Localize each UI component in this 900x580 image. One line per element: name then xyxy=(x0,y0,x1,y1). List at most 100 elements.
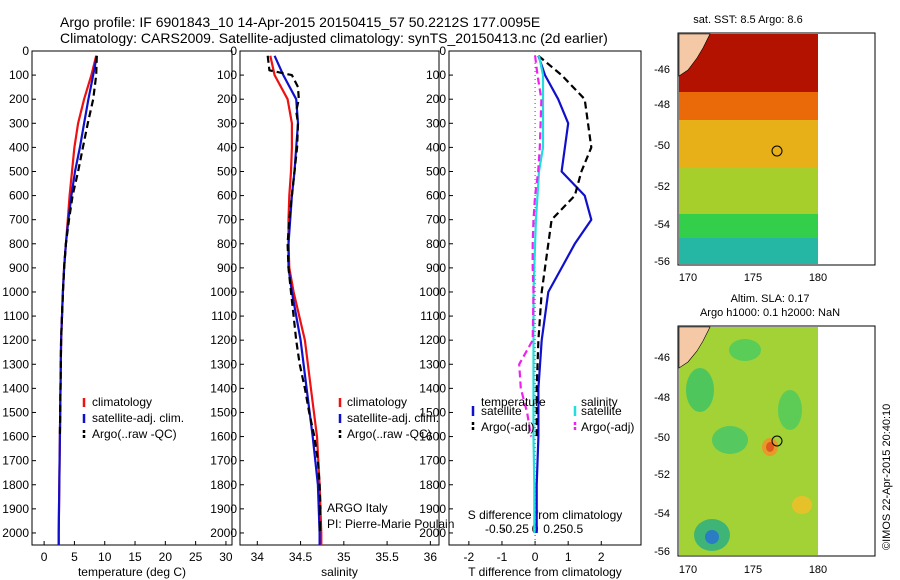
y-tick-label: 100 xyxy=(426,68,446,82)
legend-label-temp-argo: Argo(-adj) xyxy=(481,420,534,434)
series-line-temperature-satellite xyxy=(535,55,593,533)
legend-label-climatology: climatology xyxy=(347,395,407,409)
map-ytick: -46 xyxy=(654,352,670,364)
sla-anomaly-low xyxy=(712,426,748,454)
sla-anomaly-max xyxy=(766,442,774,452)
y-tick-label: 0 xyxy=(22,44,29,58)
info-line-2: PI: Pierre-Marie Poulain xyxy=(327,517,454,531)
y-tick-label: 1700 xyxy=(210,454,237,468)
map-ytick: -54 xyxy=(654,219,670,231)
map-ytick: -48 xyxy=(654,392,670,404)
x-tick-label: 5 xyxy=(71,550,78,564)
y-tick-label: 1100 xyxy=(420,309,446,323)
map-ytick: -56 xyxy=(654,546,670,558)
legend-label-satellite: satellite-adj. clim. xyxy=(347,411,439,425)
difference-panel: 0100200300400500600700800900100011001200… xyxy=(419,44,642,579)
top-tick-label: 0.25 xyxy=(543,522,567,536)
difference-legend: temperature satellite Argo(-adj) salinit… xyxy=(471,395,634,434)
legend-label-argo: Argo(..raw -QC) xyxy=(347,427,432,441)
sst-band-green xyxy=(679,214,818,238)
sla-map-xticks: 170 175 180 xyxy=(679,564,827,576)
x-axis-label: temperature (deg C) xyxy=(78,565,186,579)
y-tick-label: 1500 xyxy=(419,405,446,419)
sla-map-yticks: -46 -48 -50 -52 -54 -56 xyxy=(654,352,670,558)
map-ytick: -52 xyxy=(654,181,670,193)
x-tick-label: -1 xyxy=(497,550,508,564)
map-xtick: 175 xyxy=(744,564,762,576)
map-ytick: -52 xyxy=(654,469,670,481)
y-tick-label: 1500 xyxy=(210,405,237,419)
map-ytick: -46 xyxy=(654,64,670,76)
y-tick-label: 1200 xyxy=(2,333,29,347)
x-tick-label: -2 xyxy=(464,550,475,564)
x-tick-label: 0 xyxy=(532,550,539,564)
y-tick-label: 1900 xyxy=(210,502,237,516)
argo-location-marker xyxy=(771,435,783,447)
land-patch xyxy=(678,326,711,369)
sla-anomaly-low xyxy=(778,390,802,430)
y-tick-label: 700 xyxy=(9,213,29,227)
series-line-argo-raw-qc xyxy=(266,55,322,509)
x-tick-label: 25 xyxy=(189,550,203,564)
sla-map-title-2: Argo h1000: 0.1 h2000: NaN xyxy=(700,307,840,319)
y-tick-label: 1800 xyxy=(210,478,237,492)
legend-label-sal-argo: Argo(-adj) xyxy=(581,420,634,434)
salinity-panel: 0 100 200 300 400 500 600 700 800 900 1000 1100 1200… xyxy=(210,44,440,579)
y-tick-label: 900 xyxy=(426,261,446,275)
map-ytick: -54 xyxy=(654,508,670,520)
series-line-salinity-satellite xyxy=(532,55,545,533)
legend-title-salinity: salinity xyxy=(581,395,618,409)
y-tick-label: 500 xyxy=(217,164,237,178)
title-line-1: Argo profile: IF 6901843_10 14-Apr-2015 … xyxy=(60,14,540,30)
y-tick-label: 700 xyxy=(426,213,446,227)
y-tick-label: 1500 xyxy=(2,405,29,419)
sla-background xyxy=(679,327,818,555)
sst-map-xticks: 170 175 180 xyxy=(679,272,827,284)
y-tick-label: 1300 xyxy=(2,357,29,371)
sst-map-yticks: -46 -48 -50 -52 -54 -56 xyxy=(654,64,670,268)
y-tick-label: 500 xyxy=(426,164,446,178)
y-tick-label: 800 xyxy=(426,237,446,251)
series-line-argo-raw-qc xyxy=(58,55,98,437)
y-tick-label: 1400 xyxy=(210,381,237,395)
y-tick-label: 1400 xyxy=(419,381,446,395)
y-tick-label: 1300 xyxy=(210,357,237,371)
plot-frame xyxy=(31,50,233,546)
y-tick-label: 300 xyxy=(426,116,446,130)
y-tick-label: 1800 xyxy=(419,478,446,492)
y-tick-label: 500 xyxy=(9,164,29,178)
x-tick-label: 15 xyxy=(128,550,142,564)
title-line-2: Climatology: CARS2009. Satellite-adjuste… xyxy=(60,30,608,46)
y-tick-label: 1800 xyxy=(2,478,29,492)
x-tick-label: 1 xyxy=(565,550,572,564)
y-tick-label: 1200 xyxy=(419,333,446,347)
x-tick-label: 20 xyxy=(159,550,173,564)
y-tick-label: 1900 xyxy=(2,502,29,516)
legend-label-climatology: climatology xyxy=(92,395,152,409)
plot-frame xyxy=(448,50,642,546)
y-tick-label: 600 xyxy=(217,189,237,203)
y-tick-label: 1600 xyxy=(2,430,29,444)
y-tick-label: 1200 xyxy=(210,333,237,347)
sla-anomaly-low xyxy=(686,368,714,412)
legend-label-argo: Argo(..raw -QC) xyxy=(92,427,177,441)
sst-map-title: sat. SST: 8.5 Argo: 8.6 xyxy=(693,14,802,26)
y-tick-label: 1400 xyxy=(2,381,29,395)
y-tick-label: 300 xyxy=(217,116,237,130)
y-tick-label: 0 xyxy=(230,44,237,58)
y-tick-label: 300 xyxy=(9,116,29,130)
legend-title-temperature: temperature xyxy=(481,395,546,409)
y-tick-label: 1600 xyxy=(210,430,237,444)
plot-frame xyxy=(239,50,440,546)
argo-location-marker xyxy=(771,145,783,157)
map-xtick: 180 xyxy=(809,272,827,284)
y-tick-label: 1100 xyxy=(211,309,237,323)
map-ytick: -56 xyxy=(654,256,670,268)
y-tick-label: 1700 xyxy=(2,454,29,468)
y-tick-label: 0 xyxy=(439,44,446,58)
y-tick-label: 200 xyxy=(217,92,237,106)
salinity-legend: climatology satellite-adj. clim. Argo(..… xyxy=(338,395,439,441)
y-tick-label: 100 xyxy=(217,68,237,82)
top-tick-label: -0.25 xyxy=(502,522,530,536)
map-xtick: 175 xyxy=(744,272,762,284)
